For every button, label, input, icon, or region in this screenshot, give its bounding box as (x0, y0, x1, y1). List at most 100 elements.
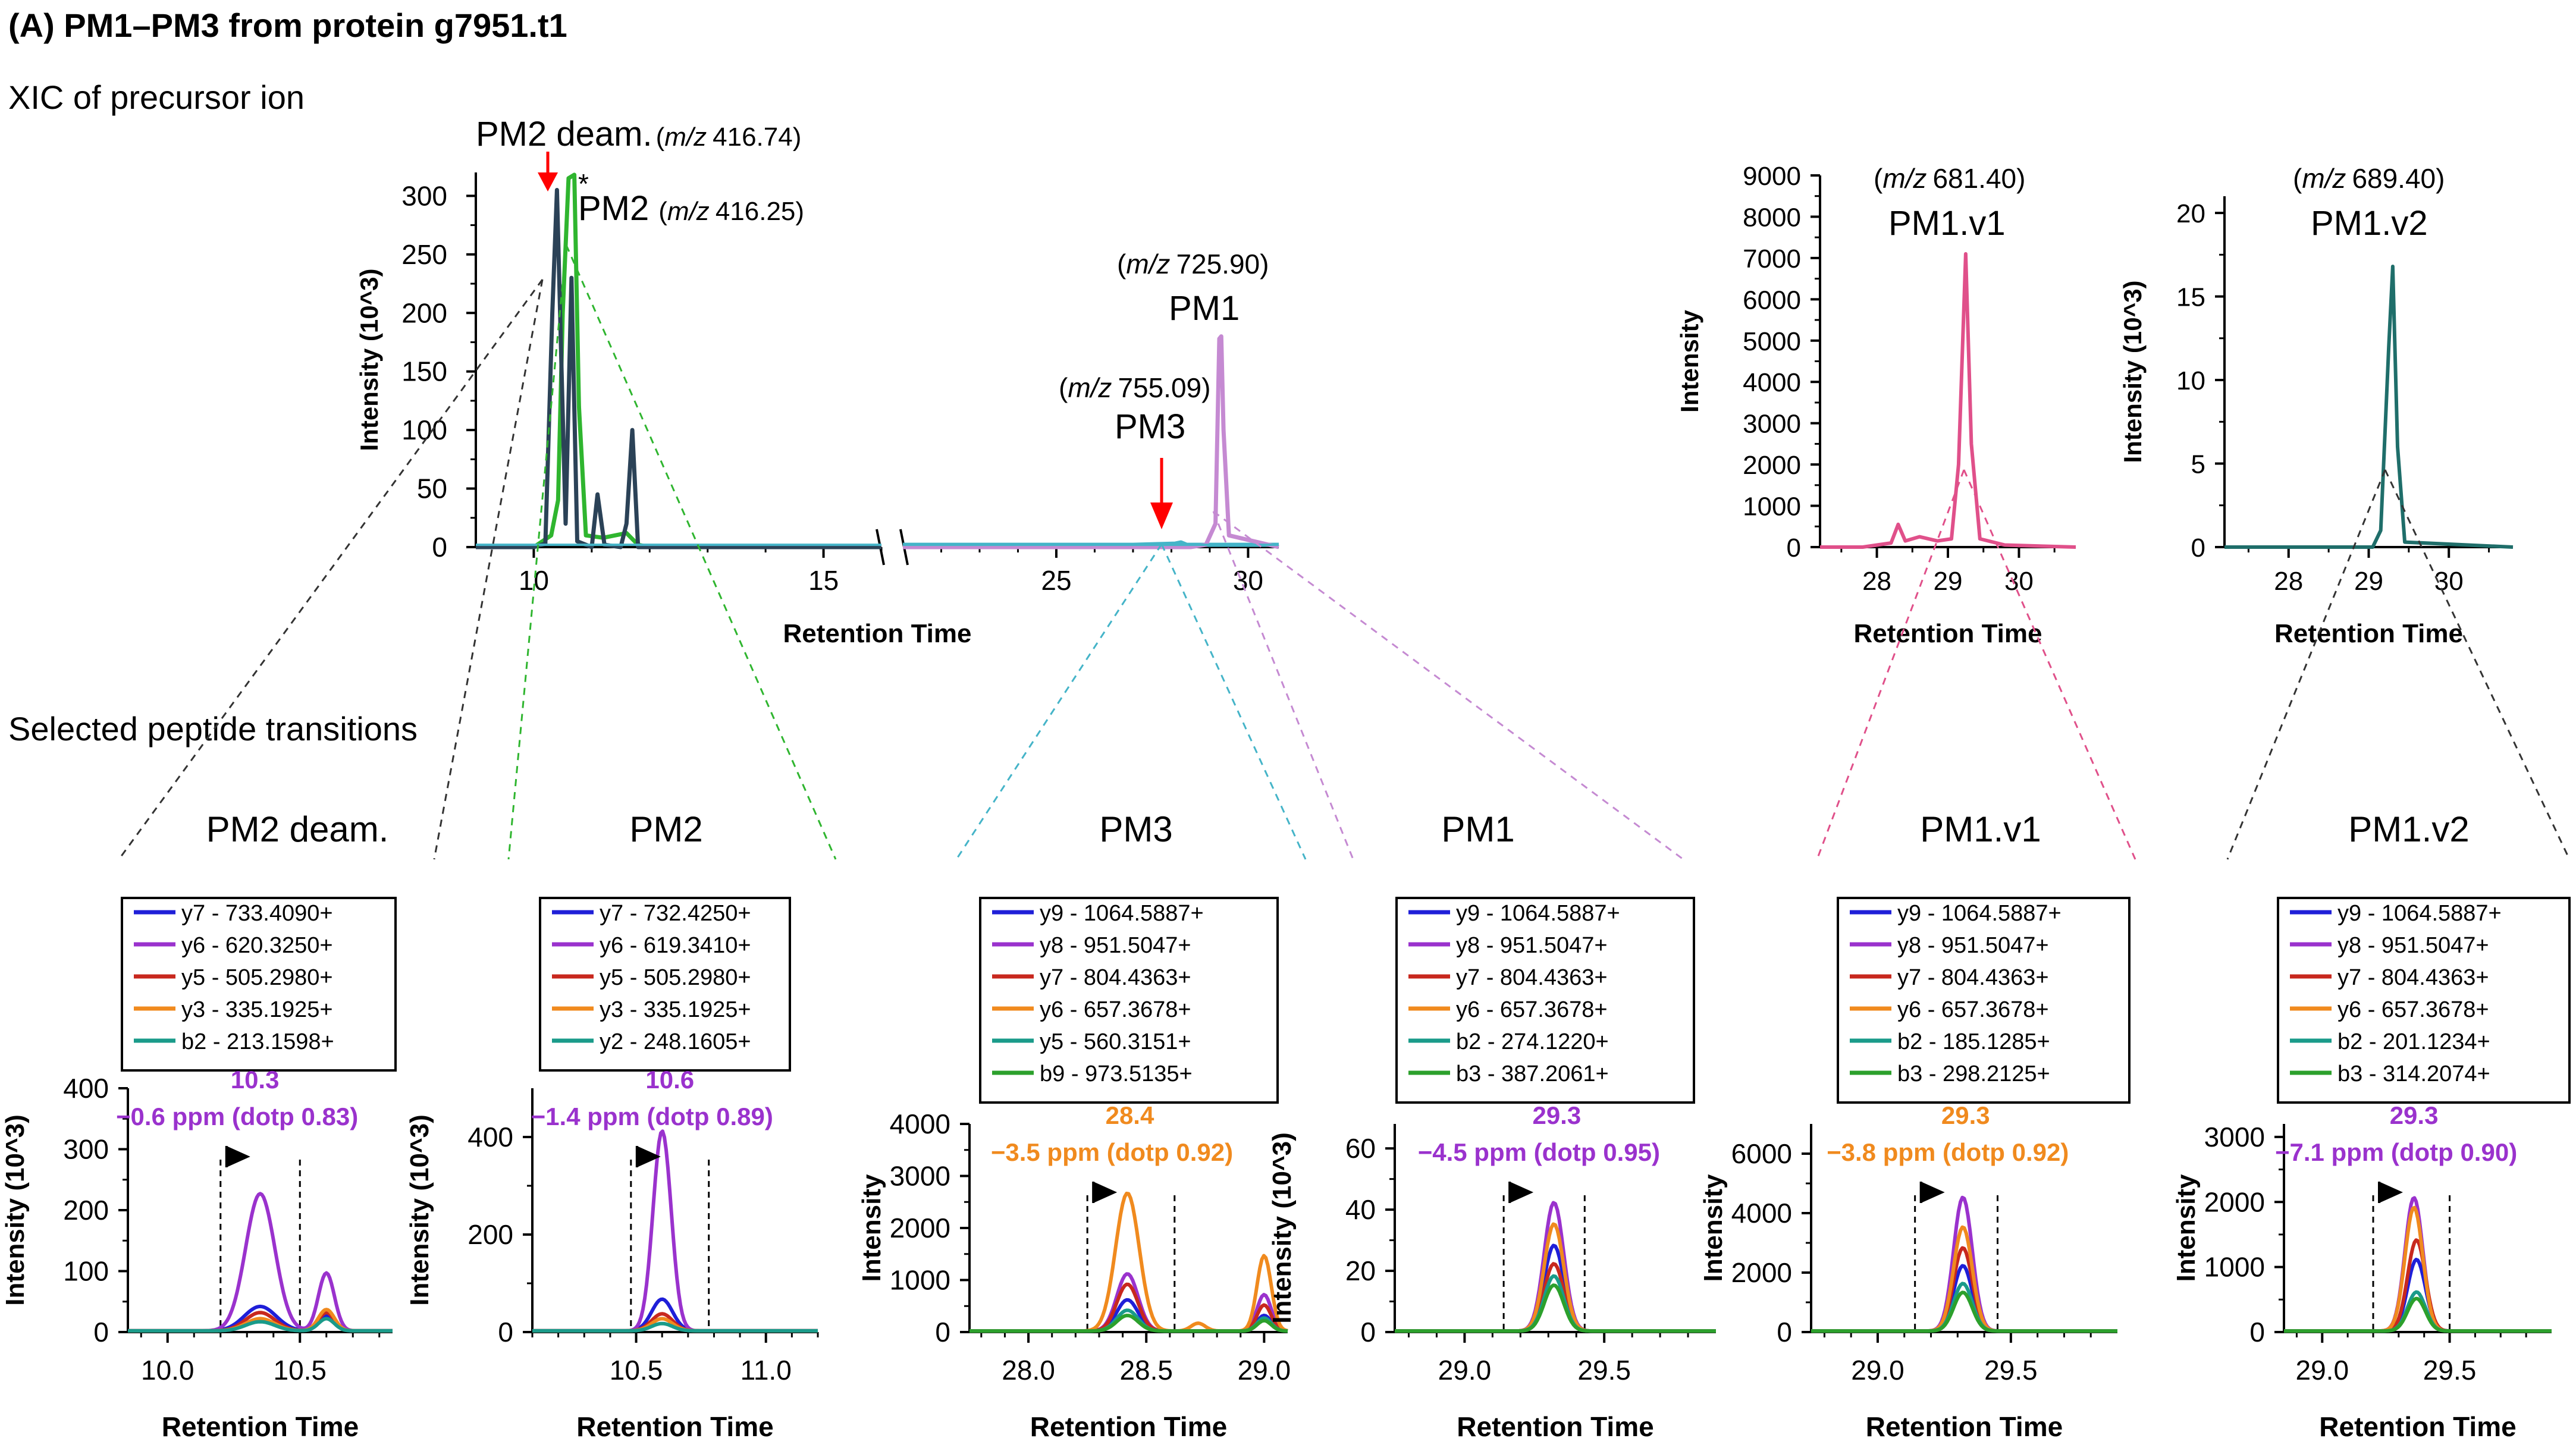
legend-label: y3 - 335.1925+ (181, 997, 333, 1022)
legend-box (1395, 897, 1695, 1104)
legend-label: y6 - 657.3678+ (1897, 997, 2049, 1022)
series-line-pm1v1 (1820, 252, 2076, 549)
legend-label: y3 - 335.1925+ (600, 997, 751, 1022)
x-tick-label: 29 (1934, 567, 1963, 596)
legend-label: b9 - 973.5135+ (1040, 1061, 1193, 1086)
y-tick-label: 5000 (1743, 327, 1801, 356)
y-axis-label: Intensity (1699, 1174, 1728, 1282)
legend-label: b3 - 298.2125+ (1897, 1061, 2050, 1086)
ppm-label: −4.5 ppm (dotp 0.95) (1418, 1138, 1660, 1166)
y-tick-label: 2000 (890, 1213, 950, 1243)
panel-title: PM3 (1099, 809, 1172, 849)
y-tick-label: 10 (2176, 366, 2205, 395)
y-tick-label: 200 (401, 297, 447, 328)
x-tick-label: 29.5 (2423, 1355, 2477, 1386)
y-tick-label: 400 (467, 1122, 513, 1152)
transition-trace (532, 1321, 818, 1333)
pm1v1-mz: (m/z 681.40) (1874, 163, 2025, 194)
legend-label: y6 - 620.3250+ (181, 933, 333, 958)
connector-pm2deam-left (118, 279, 544, 860)
x-tick-label: 28.0 (1002, 1355, 1055, 1386)
legend-label: y7 - 804.4363+ (1040, 965, 1191, 990)
transition-trace (127, 1317, 393, 1333)
x-tick-label: 28.5 (1119, 1355, 1173, 1386)
y-axis-label: Intensity (10^3) (405, 1114, 434, 1306)
y-tick-label: 4000 (1731, 1198, 1792, 1229)
transition-trace (127, 1192, 393, 1333)
tr-pm2deam-chart: PM2 deam. y7 - 733.4090+ y6 - 620.3250+ y5 … (1, 809, 397, 1442)
x-axis-label: Retention Time (162, 1411, 359, 1442)
y-tick-label: 60 (1345, 1133, 1376, 1164)
connector-pm1v1-left (1816, 469, 1965, 860)
xic-pm1v1-chart: 0 1000 2000 3000 4000 5000 6000 7000 8000 9000 28 2… (1676, 162, 2076, 648)
y-tick-label: 200 (63, 1195, 109, 1226)
legend-label: y8 - 951.5047+ (1040, 933, 1191, 958)
x-axis-label: Retention Time (2274, 619, 2463, 648)
transition-trace (969, 1272, 1288, 1333)
y-tick-label: 20 (2176, 199, 2205, 228)
y-tick-label: 0 (432, 532, 447, 563)
transition-trace (1811, 1282, 2117, 1333)
pm3-label: PM3 (1115, 407, 1185, 446)
connector-pm1v2-right (2384, 469, 2571, 860)
y-tick-label: 3000 (2204, 1122, 2265, 1152)
transition-trace (2283, 1296, 2552, 1333)
ppm-label: −0.6 ppm (dotp 0.83) (116, 1103, 358, 1130)
x-tick-label: 29.5 (1577, 1355, 1631, 1386)
transition-trace (969, 1282, 1288, 1333)
transition-trace (2283, 1205, 2552, 1333)
y-tick-label: 6000 (1743, 285, 1801, 315)
x-axis-label: Retention Time (1030, 1411, 1227, 1442)
xic-section-label: XIC of precursor ion (8, 78, 305, 116)
x-axis-label: Retention Time (1853, 619, 2042, 648)
y-tick-label: 100 (63, 1256, 109, 1287)
legend-label: b2 - 213.1598+ (181, 1029, 334, 1054)
series-line-pm1v2 (2224, 265, 2514, 549)
legend-label: y9 - 1064.5887+ (1897, 901, 2062, 926)
x-axis-label: Retention Time (2319, 1411, 2516, 1442)
transition-trace (969, 1308, 1288, 1333)
panel-title: PM1 (1441, 809, 1514, 849)
pm2-star: * (578, 168, 589, 199)
pm1-mz: (m/z 725.90) (1117, 249, 1269, 279)
y-tick-label: 1000 (1743, 492, 1801, 522)
legend-label: y7 - 732.4250+ (600, 901, 751, 926)
pm3-mz: (m/z 755.09) (1059, 372, 1210, 403)
y-tick-label: 0 (2249, 1317, 2265, 1348)
x-axis-label: Retention Time (1866, 1411, 2063, 1442)
tr-pm3-chart: PM3 y9 - 1064.5887+ y8 - 951.5047+ y7 - 804… (857, 809, 1291, 1442)
y-tick-label: 300 (401, 180, 447, 211)
pm3-arrow (1150, 458, 1173, 529)
connector-pm2-left (507, 244, 567, 860)
ppm-label: −7.1 ppm (dotp 0.90) (2275, 1138, 2517, 1166)
xic-pm1v2-chart: 0 5 10 15 20 28 29 30 Retention Time Intensity (1… (2119, 196, 2514, 648)
y-axis-label: Intensity (857, 1174, 886, 1282)
x-tick-label: 29.5 (1984, 1355, 2038, 1386)
y-tick-label: 2000 (2204, 1186, 2265, 1217)
x-axis-label: Retention Time (576, 1411, 773, 1442)
y-tick-label: 20 (1345, 1255, 1376, 1286)
y-tick-label: 9000 (1743, 162, 1801, 191)
y-tick-label: 4000 (1743, 368, 1801, 397)
legend-box (1837, 897, 2131, 1104)
tr-pm1v2-chart: PM1.v2 y9 - 1064.5887+ y8 - 951.5047+ y7 - … (2172, 809, 2571, 1442)
y-axis-label: Intensity (1676, 310, 1703, 413)
legend-label: y9 - 1064.5887+ (1456, 901, 1620, 926)
peak-flag-icon (2379, 1182, 2403, 1203)
peak-flag-icon (636, 1146, 661, 1167)
connector-pm3-right (1160, 544, 1307, 860)
transition-trace (1811, 1264, 2117, 1333)
peak-rt-label: 10.6 (645, 1066, 694, 1094)
legend-label: b3 - 314.2074+ (2337, 1061, 2490, 1086)
legend-label: y8 - 951.5047+ (1456, 933, 1608, 958)
pm1-label: PM1 (1169, 289, 1240, 328)
transition-trace (1395, 1262, 1716, 1333)
pm1v2-mz: (m/z 689.40) (2293, 163, 2445, 194)
x-tick-label: 29.0 (2296, 1355, 2349, 1386)
y-tick-label: 150 (401, 356, 447, 387)
legend-label: y7 - 733.4090+ (181, 901, 333, 926)
legend-label: y7 - 804.4363+ (1456, 965, 1608, 990)
legend-label: b2 - 274.1220+ (1456, 1029, 1609, 1054)
y-tick-label: 50 (417, 473, 447, 504)
y-tick-label: 0 (93, 1317, 109, 1348)
